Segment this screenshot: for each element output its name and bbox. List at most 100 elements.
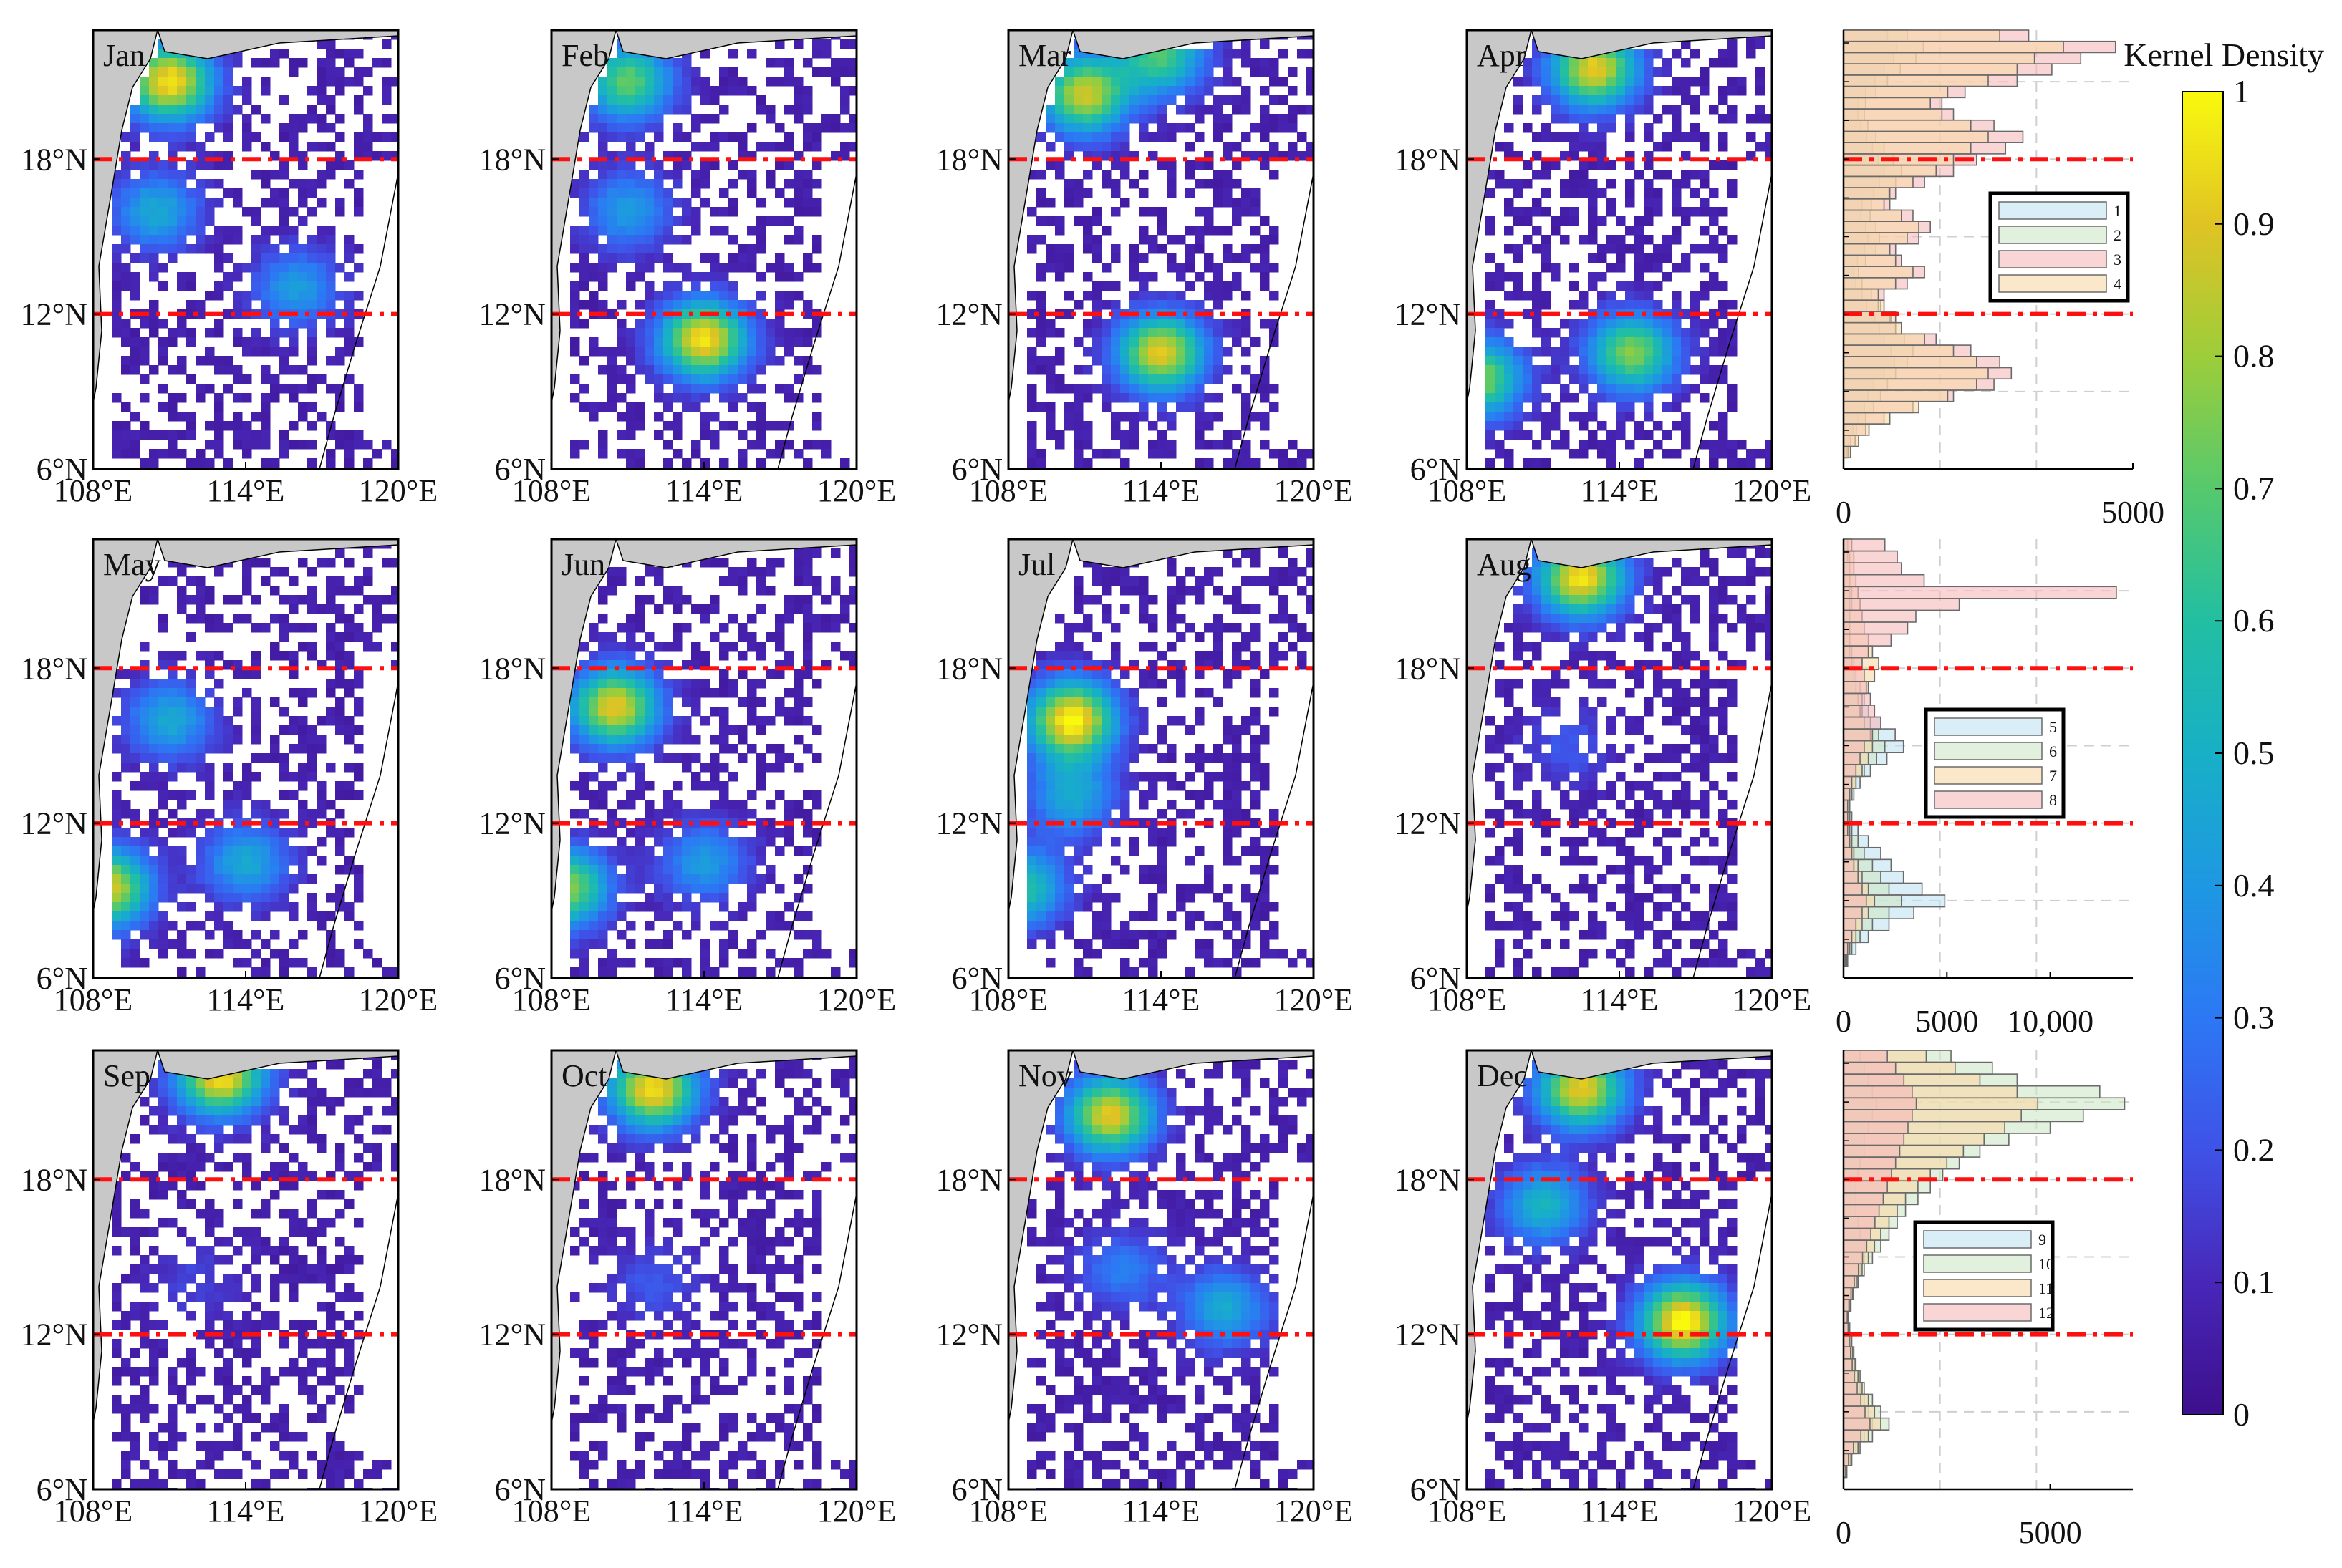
density-cell xyxy=(1579,123,1589,133)
density-cell xyxy=(354,402,364,412)
density-cell xyxy=(1055,86,1065,96)
density-cell xyxy=(1690,207,1700,217)
density-cell xyxy=(186,874,196,884)
density-cell xyxy=(177,449,187,459)
density-cell xyxy=(1074,753,1084,763)
density-cell xyxy=(1204,374,1214,384)
density-cell xyxy=(121,337,131,347)
density-cell xyxy=(1616,430,1626,440)
density-cell xyxy=(1139,586,1149,596)
density-cell xyxy=(673,412,683,422)
density-cell xyxy=(1616,384,1626,394)
density-cell xyxy=(121,319,131,329)
density-cell xyxy=(130,226,140,236)
density-cell xyxy=(700,846,710,856)
density-cell xyxy=(1513,188,1523,198)
lat-tick-label: 12°N xyxy=(1394,297,1461,332)
density-cell xyxy=(205,725,215,735)
density-cell xyxy=(1092,132,1102,142)
density-cell xyxy=(1046,142,1056,152)
density-cell xyxy=(261,226,271,236)
density-cell xyxy=(766,263,776,273)
density-cell xyxy=(1241,548,1251,558)
density-cell xyxy=(1569,105,1579,115)
density-cell xyxy=(298,309,308,319)
density-cell xyxy=(1597,421,1607,431)
density-cell xyxy=(700,884,710,894)
density-cell xyxy=(775,123,785,133)
density-cell xyxy=(242,874,252,884)
density-cell xyxy=(177,874,187,884)
density-cell xyxy=(1541,160,1551,170)
density-cell xyxy=(335,207,345,217)
density-cell xyxy=(1306,77,1314,87)
density-cell xyxy=(570,281,580,291)
density-cell xyxy=(1074,179,1084,189)
density-cell xyxy=(168,430,178,440)
density-cell xyxy=(112,281,122,291)
lon-tick-label: 120°E xyxy=(359,473,438,508)
density-cell xyxy=(1092,716,1102,726)
density-cell xyxy=(728,865,738,875)
density-cell xyxy=(1597,328,1607,338)
density-cell xyxy=(140,235,150,245)
density-cell xyxy=(691,347,701,357)
density-cell xyxy=(673,105,683,115)
density-cell xyxy=(663,263,673,273)
density-cell xyxy=(682,902,692,912)
density-cell xyxy=(1541,123,1551,133)
density-cell xyxy=(1278,95,1288,105)
density-cell xyxy=(1120,412,1130,422)
density-cell xyxy=(1597,67,1607,77)
density-cell xyxy=(354,893,364,903)
density-cell xyxy=(289,604,299,614)
density-cell xyxy=(251,809,261,819)
density-cell xyxy=(803,123,813,133)
density-cell xyxy=(354,384,364,394)
density-cell xyxy=(242,846,252,856)
density-cell xyxy=(326,576,336,586)
density-cell xyxy=(570,856,580,866)
density-cell xyxy=(663,105,673,115)
density-cell xyxy=(1185,567,1195,577)
density-cell xyxy=(307,328,317,338)
density-cell xyxy=(1569,374,1579,384)
density-cell xyxy=(579,402,589,412)
density-cell xyxy=(1579,328,1589,338)
density-cell xyxy=(1588,272,1598,282)
density-cell xyxy=(214,735,224,745)
density-cell xyxy=(747,188,757,198)
density-cell xyxy=(1551,356,1561,366)
density-cell xyxy=(1662,142,1672,152)
density-cell xyxy=(1092,58,1102,68)
density-cell xyxy=(1250,337,1261,347)
density-cell xyxy=(186,865,196,875)
density-cell xyxy=(719,558,729,568)
density-cell xyxy=(775,921,785,931)
density-cell xyxy=(598,198,608,208)
density-cell xyxy=(1176,272,1186,282)
density-cell xyxy=(1616,58,1626,68)
density-cell xyxy=(214,244,224,254)
density-cell xyxy=(784,707,794,717)
density-cell xyxy=(607,402,617,412)
density-cell xyxy=(214,874,224,884)
density-cell xyxy=(849,651,857,661)
density-cell xyxy=(326,95,336,105)
density-cell xyxy=(1485,440,1495,450)
density-cell xyxy=(1036,328,1046,338)
density-cell xyxy=(261,939,271,949)
density-cell xyxy=(186,614,196,624)
density-cell xyxy=(812,412,822,422)
density-cell xyxy=(307,337,317,347)
density-cell xyxy=(1148,440,1158,450)
density-cell xyxy=(121,846,131,856)
density-cell xyxy=(1148,291,1158,301)
density-cell xyxy=(279,356,289,366)
density-cell xyxy=(289,207,299,217)
density-cell xyxy=(1541,328,1551,338)
density-cell xyxy=(1148,77,1158,87)
density-cell xyxy=(177,114,187,124)
density-cell xyxy=(598,744,608,754)
density-cell xyxy=(298,440,308,450)
